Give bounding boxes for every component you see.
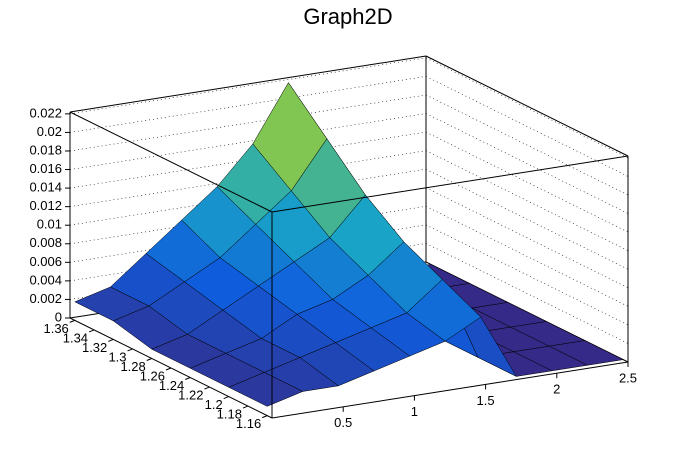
z-tick-label: 0.002 (29, 291, 62, 306)
y-tick (127, 348, 133, 352)
y-tick-label: 1.26 (140, 368, 165, 383)
z-tick-label: 0.022 (29, 105, 62, 120)
z-tick-label: 0.012 (29, 198, 62, 213)
box-edge (69, 55, 427, 113)
grid-line (425, 187, 629, 289)
grid-line (69, 57, 427, 115)
y-tick-label: 1.36 (43, 321, 68, 336)
x-tick-label: 2.5 (619, 370, 637, 385)
grid-line (425, 168, 629, 270)
y-tick-label: 1.28 (120, 359, 145, 374)
y-tick (108, 338, 114, 342)
box-edge (69, 111, 273, 213)
grid-line (425, 76, 629, 177)
z-tick-label: 0.02 (37, 124, 62, 139)
grid-line (425, 224, 629, 326)
grid-line (425, 94, 629, 196)
y-tick-label: 1.32 (82, 340, 107, 355)
y-tick-label: 1.34 (63, 330, 88, 345)
x-tick-label: 1.5 (477, 393, 495, 408)
grid-line (425, 150, 629, 251)
grid-line (425, 206, 629, 307)
y-tick (223, 396, 229, 400)
grid-line (425, 131, 629, 233)
y-tick (185, 377, 191, 380)
grid-line (425, 57, 629, 159)
y-tick (242, 405, 249, 409)
y-tick (204, 386, 210, 390)
z-tick-label: 0.008 (29, 235, 62, 250)
grid-line (425, 113, 629, 214)
y-tick (262, 415, 268, 419)
y-tick-label: 1.22 (178, 387, 203, 402)
box-edge (425, 55, 629, 157)
y-tick-label: 1.18 (217, 407, 242, 422)
x-tick-label: 0.5 (334, 415, 352, 430)
grid-line (69, 76, 427, 133)
y-tick (69, 319, 75, 323)
surface-cell (228, 372, 304, 407)
grid-line (425, 243, 629, 344)
z-tick-label: 0.014 (29, 180, 62, 195)
z-tick-label: 0.004 (29, 272, 62, 287)
z-tick-label: 0.006 (29, 254, 62, 269)
y-tick (146, 358, 152, 361)
y-tick (165, 367, 172, 371)
chart-title: Graph2D (303, 4, 392, 29)
x-tick-label: 2 (553, 382, 560, 397)
y-tick (88, 329, 95, 333)
box-edge (271, 155, 629, 213)
z-tick-label: 0.01 (37, 217, 62, 232)
x-tick-label: 1 (411, 404, 418, 419)
y-tick-label: 1.3 (108, 349, 126, 364)
z-tick-label: 0 (55, 309, 62, 324)
y-tick-label: 1.16 (236, 416, 261, 431)
axis-line (271, 361, 629, 419)
z-tick-label: 0.016 (29, 161, 62, 176)
y-tick-label: 1.24 (159, 378, 184, 393)
grid-line (69, 113, 427, 170)
y-tick-label: 1.2 (205, 397, 223, 412)
z-tick-label: 0.018 (29, 142, 62, 157)
